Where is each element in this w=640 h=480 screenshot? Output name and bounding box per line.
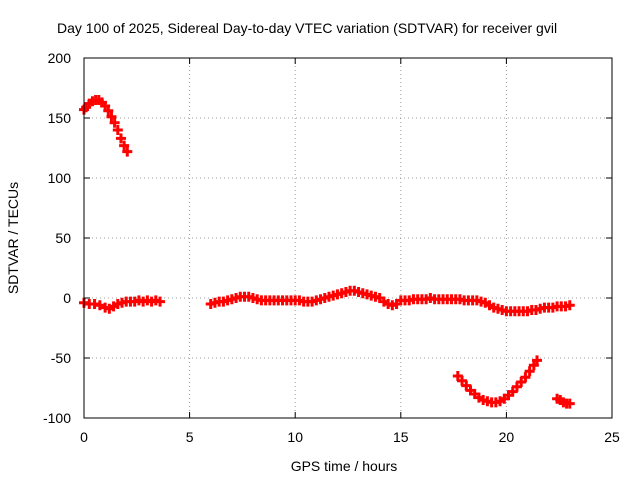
data-point — [564, 398, 575, 409]
data-point — [94, 300, 105, 311]
data-point — [106, 111, 117, 122]
data-point — [103, 105, 114, 116]
x-tick-label: 20 — [499, 429, 515, 445]
grid-lines — [84, 58, 612, 418]
y-tick-label: 0 — [63, 290, 71, 306]
data-series — [79, 95, 575, 409]
data-point — [564, 300, 575, 311]
data-point — [109, 117, 120, 128]
x-axis: 0 5 10 15 20 25 — [80, 58, 620, 445]
y-tick-label: -50 — [51, 350, 71, 366]
y-tick-label: 50 — [55, 230, 71, 246]
y-axis: -100 -50 0 50 100 150 200 — [43, 50, 612, 426]
data-point — [155, 296, 166, 307]
data-point — [532, 355, 543, 366]
x-tick-label: 0 — [80, 429, 88, 445]
data-point — [122, 146, 133, 157]
y-tick-label: 200 — [48, 50, 72, 66]
x-tick-label: 10 — [287, 429, 303, 445]
y-tick-label: -100 — [43, 410, 71, 426]
data-point — [119, 140, 130, 151]
chart-title: Day 100 of 2025, Sidereal Day-to-day VTE… — [57, 20, 557, 36]
x-axis-label: GPS time / hours — [291, 458, 398, 474]
y-axis-label: SDTVAR / TECUs — [5, 182, 21, 294]
y-tick-label: 100 — [48, 170, 72, 186]
data-point — [524, 366, 535, 377]
x-tick-label: 25 — [604, 429, 620, 445]
data-point — [115, 133, 126, 144]
y-tick-label: 150 — [48, 110, 72, 126]
data-point — [520, 372, 531, 383]
x-tick-label: 15 — [393, 429, 409, 445]
x-tick-label: 5 — [186, 429, 194, 445]
data-point — [112, 125, 123, 135]
